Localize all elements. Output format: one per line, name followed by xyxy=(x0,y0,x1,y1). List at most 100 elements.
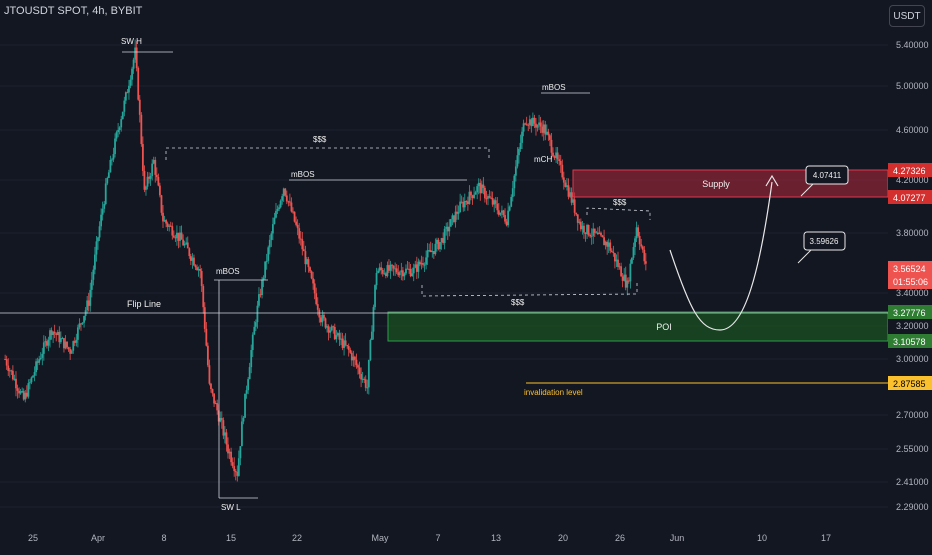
candle xyxy=(332,325,335,334)
candle xyxy=(73,337,76,347)
candle xyxy=(626,277,629,296)
candle xyxy=(528,115,531,129)
candle xyxy=(8,367,11,378)
candle xyxy=(216,399,219,415)
candle xyxy=(463,193,466,212)
time-tick-label: 13 xyxy=(491,533,501,543)
svg-text:3.56524: 3.56524 xyxy=(893,264,926,274)
candle xyxy=(284,187,287,197)
candle xyxy=(576,214,579,231)
time-tick-label: 22 xyxy=(292,533,302,543)
candle xyxy=(643,246,646,265)
candle xyxy=(293,211,296,223)
candle xyxy=(583,223,585,239)
candle xyxy=(510,194,513,208)
candle xyxy=(621,273,624,288)
candle xyxy=(364,375,367,392)
candle xyxy=(445,222,448,236)
candle xyxy=(449,218,452,227)
candle xyxy=(590,228,593,245)
price-label-poi-top: 3.27776 xyxy=(888,305,932,319)
candle xyxy=(279,199,282,209)
candle xyxy=(179,226,181,248)
candle xyxy=(141,136,144,177)
candle xyxy=(157,173,160,187)
candle xyxy=(514,160,517,182)
candle xyxy=(152,156,155,165)
callout-3.59626[interactable]: 3.59626 xyxy=(803,231,846,251)
candle xyxy=(494,196,497,209)
candle xyxy=(5,355,8,370)
candle xyxy=(595,230,598,234)
currency-button[interactable]: USDT xyxy=(889,5,925,27)
liquidity-right-line[interactable] xyxy=(586,207,651,220)
candle xyxy=(95,235,98,262)
candle xyxy=(623,268,626,282)
price-tick-label: 3.40000 xyxy=(896,288,929,298)
candle xyxy=(251,332,254,358)
candle xyxy=(160,194,163,216)
candle xyxy=(151,159,154,181)
candle xyxy=(587,224,590,237)
candle xyxy=(162,205,164,228)
callout-4.07411[interactable]: 4.07411 xyxy=(805,165,849,185)
candle xyxy=(27,379,30,399)
poi-zone[interactable] xyxy=(387,311,889,342)
candle xyxy=(392,265,395,276)
candle xyxy=(589,233,592,239)
candle xyxy=(126,88,129,94)
projection-path[interactable] xyxy=(669,181,773,331)
candle xyxy=(343,335,345,356)
candle xyxy=(420,255,423,270)
svg-text:4.27326: 4.27326 xyxy=(893,166,926,176)
candle xyxy=(245,385,248,399)
candle xyxy=(203,302,206,333)
liquidity-top-line[interactable] xyxy=(165,147,490,160)
candle xyxy=(507,202,510,228)
candle xyxy=(296,219,299,236)
candle xyxy=(199,264,202,279)
candle xyxy=(610,248,613,253)
candle xyxy=(570,187,573,206)
price-label-supply-bottom: 4.07277 xyxy=(888,190,932,204)
candle xyxy=(149,172,152,186)
candle xyxy=(205,322,208,347)
candle xyxy=(524,122,527,126)
candle xyxy=(349,347,352,354)
svg-text:3.10578: 3.10578 xyxy=(893,337,926,347)
candle xyxy=(355,353,358,369)
candle xyxy=(569,187,571,198)
time-axis[interactable]: 25 Apr 8 15 22 May 7 13 20 26 Jun 10 17 xyxy=(28,533,831,543)
candle xyxy=(307,256,310,273)
candle xyxy=(299,230,302,246)
time-tick-label: 10 xyxy=(757,533,767,543)
candle xyxy=(165,218,167,228)
candle xyxy=(511,180,514,202)
candle xyxy=(640,238,643,249)
candle xyxy=(191,253,194,269)
liquidity-bottom-line[interactable] xyxy=(421,283,638,297)
candle xyxy=(59,331,62,344)
candle xyxy=(457,205,460,220)
candle xyxy=(389,260,392,279)
candle xyxy=(501,205,503,219)
candle xyxy=(61,336,64,340)
candle xyxy=(428,243,431,253)
candle xyxy=(188,247,191,259)
candle xyxy=(369,338,372,362)
candle xyxy=(629,259,632,289)
candle xyxy=(189,253,192,266)
candle xyxy=(579,218,582,232)
candle xyxy=(89,282,92,312)
candle xyxy=(310,270,313,280)
candle xyxy=(242,416,245,425)
candle xyxy=(237,450,240,477)
candle xyxy=(549,133,551,147)
candle xyxy=(505,218,508,227)
candle xyxy=(316,297,319,316)
candle xyxy=(250,344,253,374)
candle xyxy=(333,323,336,341)
candle xyxy=(324,317,327,330)
candle xyxy=(234,468,237,481)
